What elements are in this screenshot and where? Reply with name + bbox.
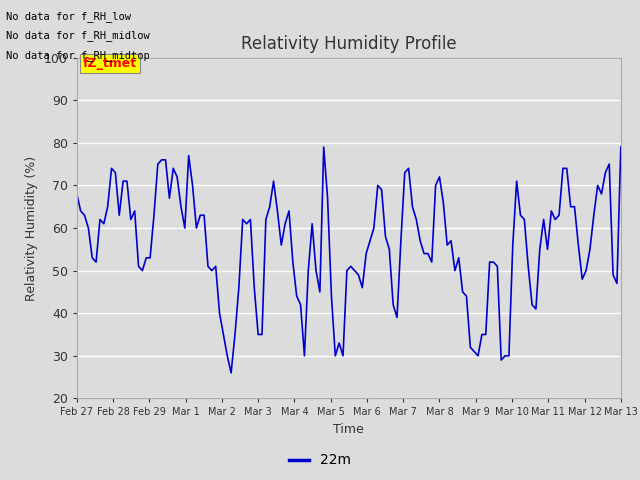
Text: fZ_tmet: fZ_tmet	[83, 57, 138, 70]
Title: Relativity Humidity Profile: Relativity Humidity Profile	[241, 35, 456, 53]
Y-axis label: Relativity Humidity (%): Relativity Humidity (%)	[26, 156, 38, 300]
Text: No data for f_RH_midlow: No data for f_RH_midlow	[6, 30, 150, 41]
Text: No data for f_RH_midtop: No data for f_RH_midtop	[6, 49, 150, 60]
X-axis label: Time: Time	[333, 423, 364, 436]
Text: No data for f_RH_low: No data for f_RH_low	[6, 11, 131, 22]
Legend: 22m: 22m	[283, 448, 357, 473]
